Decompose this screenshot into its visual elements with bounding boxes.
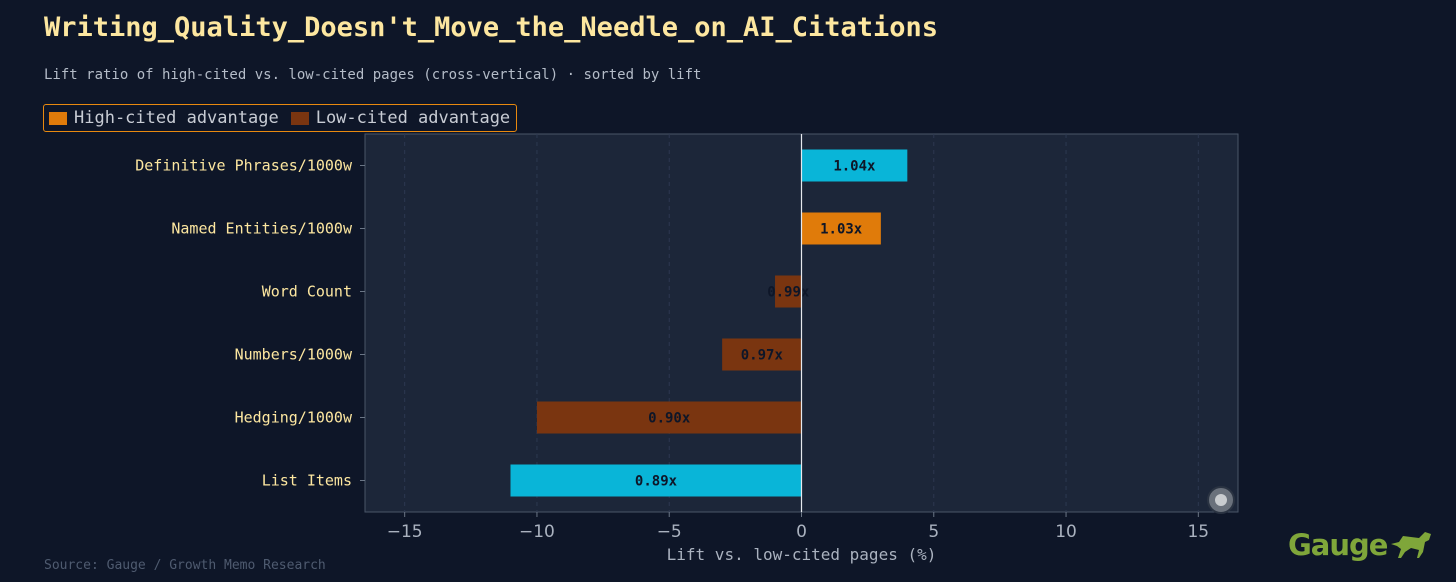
brand-logo: Gauge — [1288, 528, 1433, 562]
bar-4 — [536, 401, 802, 434]
bar-0 — [801, 149, 908, 182]
y-category-label: Word Count — [262, 283, 352, 301]
chart-title: Writing_Quality_Doesn't_Move_the_Needle_… — [44, 12, 939, 43]
x-axis-label: Lift vs. low-cited pages (%) — [667, 545, 937, 564]
y-category-label: Hedging/1000w — [235, 409, 353, 427]
legend: High-cited advantage Low-cited advantage — [43, 104, 518, 132]
y-category-label: List Items — [262, 472, 352, 490]
x-tick-label: 15 — [1187, 522, 1209, 542]
bar-3 — [722, 338, 802, 371]
x-tick-label: −10 — [519, 522, 555, 542]
y-category-label: Definitive Phrases/1000w — [135, 157, 353, 175]
bar-value-label: 1.04x — [833, 159, 876, 175]
x-tick-label: 10 — [1055, 522, 1077, 542]
chart-subtitle: Lift ratio of high-cited vs. low-cited p… — [44, 67, 702, 83]
bar-value-label: 0.99x — [767, 285, 810, 301]
watermark-badge-icon — [1207, 486, 1235, 514]
x-tick-label: 5 — [928, 522, 939, 542]
source-footer: Source: Gauge / Growth Memo Research — [44, 558, 326, 573]
legend-item-low-cited: Low-cited advantage — [290, 108, 511, 128]
legend-item-high-cited: High-cited advantage — [49, 108, 279, 128]
y-category-label: Numbers/1000w — [235, 346, 353, 364]
x-tick-label: −5 — [657, 522, 682, 542]
bar-1 — [801, 212, 881, 245]
legend-swatch-low-cited — [290, 111, 309, 125]
bar-value-label: 0.97x — [741, 348, 784, 364]
legend-label-high-cited: High-cited advantage — [74, 108, 279, 128]
bar-value-label: 0.89x — [635, 474, 678, 490]
bar-value-label: 1.03x — [820, 222, 863, 238]
brand-name: Gauge — [1288, 528, 1388, 562]
y-category-label: Named Entities/1000w — [171, 220, 353, 238]
legend-swatch-high-cited — [49, 111, 67, 125]
bar-5 — [510, 464, 802, 497]
bar-2 — [775, 275, 802, 308]
x-tick-label: −15 — [387, 522, 423, 542]
dog-icon — [1391, 532, 1432, 558]
bar-value-label: 0.90x — [648, 411, 691, 427]
x-tick-label: 0 — [796, 522, 807, 542]
legend-label-low-cited: Low-cited advantage — [315, 108, 511, 128]
